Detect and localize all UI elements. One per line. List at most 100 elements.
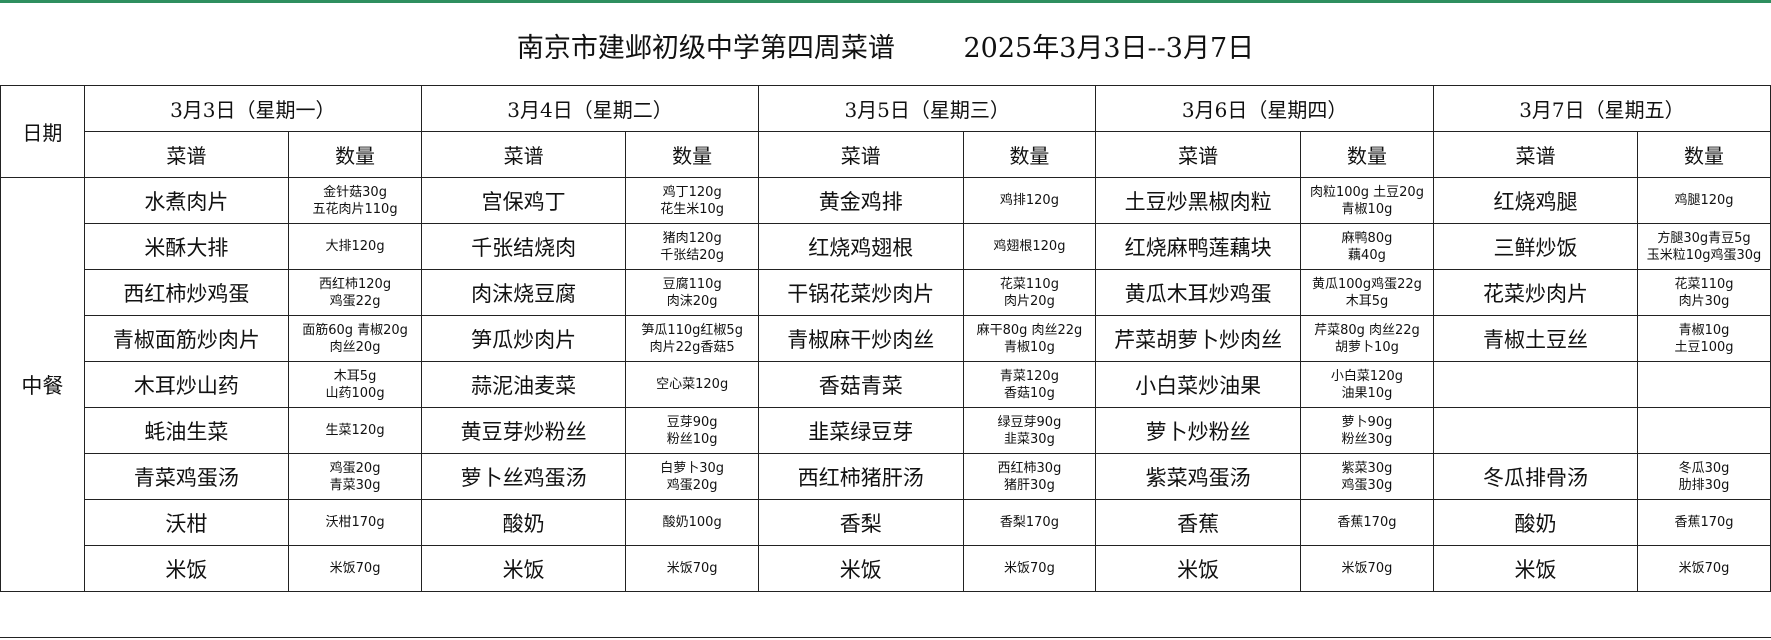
qty-line: 鸡排120g	[999, 193, 1059, 208]
dish-cell: 青菜鸡蛋汤	[83, 453, 290, 500]
qty-cell: 金针菇30g 五花肉片110g	[288, 177, 422, 224]
qty-line: 青菜30g	[329, 477, 381, 493]
qty-line: 米饭70g	[1678, 561, 1730, 576]
dish-cell: 酸奶	[1432, 499, 1639, 546]
qty-line: 麻干80g 肉丝22g	[976, 322, 1083, 338]
qty-line: 酸奶100g	[662, 515, 722, 530]
menu-row: 青椒面筋炒肉片 面筋60g 青椒20g 肉丝20g 笋瓜炒肉片 笋瓜110g红椒5g 肉片…	[1, 315, 1771, 362]
dish-cell: 青椒麻干炒肉丝	[758, 315, 964, 362]
qty-line: 青椒10g	[1678, 322, 1730, 338]
qty-cell: 面筋60g 青椒20g 肉丝20g	[288, 315, 422, 362]
qty-line: 西红柿30g	[997, 460, 1062, 476]
dish-cell: 红烧麻鸭莲藕块	[1095, 223, 1302, 270]
header-row-columns: 菜谱 数量 菜谱 数量 菜谱 数量 菜谱 数量 菜谱 数量	[1, 131, 1771, 178]
qty-cell: 麻鸭80g 藕40g	[1300, 223, 1434, 270]
qty-line: 猪肝30g	[1004, 477, 1055, 493]
qty-cell	[1637, 361, 1771, 408]
qty-line: 肉沫20g	[666, 293, 718, 309]
dish-cell: 米饭	[83, 545, 290, 592]
qty-cell: 沃柑170g	[288, 499, 422, 546]
qty-line: 粉丝10g	[666, 431, 718, 447]
qty-line: 米饭70g	[1341, 561, 1393, 576]
dish-cell: 酸奶	[420, 499, 627, 546]
qty-line: 方腿30g青豆5g	[1657, 230, 1751, 246]
dish-cell: 千张结烧肉	[420, 223, 627, 270]
qty-line: 小白菜120g	[1330, 368, 1403, 384]
qty-line: 空心菜120g	[656, 377, 729, 392]
qty-line: 笋瓜110g红椒5g	[641, 322, 743, 338]
qty-cell: 生菜120g	[288, 407, 422, 454]
qty-line: 面筋60g 青椒20g	[302, 322, 408, 338]
qty-line: 金针菇30g	[323, 184, 387, 200]
dish-cell: 西红柿炒鸡蛋	[83, 269, 290, 316]
dish-cell: 芹菜胡萝卜炒肉丝	[1095, 315, 1302, 362]
qty-cell: 酸奶100g	[625, 499, 760, 546]
qty-cell: 鸡翅根120g	[962, 223, 1097, 270]
dish-cell: 香菇青菜	[758, 361, 964, 408]
qty-cell: 肉粒100g 土豆20g 青椒10g	[1300, 177, 1434, 224]
dish-cell: 冬瓜排骨汤	[1432, 453, 1639, 500]
qty-line: 鸡翅根120g	[993, 239, 1066, 254]
dish-cell: 沃柑	[83, 499, 290, 546]
dish-cell: 黄瓜木耳炒鸡蛋	[1095, 269, 1302, 316]
qty-line: 西红柿120g	[319, 276, 392, 292]
qty-line: 鸡蛋20g	[329, 460, 381, 476]
qty-line: 米饭70g	[1004, 561, 1055, 576]
dish-cell: 米酥大排	[83, 223, 290, 270]
qty-line: 冬瓜30g	[1678, 460, 1730, 476]
dish-cell: 米饭	[1095, 545, 1302, 592]
qty-line: 藕40g	[1348, 247, 1386, 263]
qty-cell: 猪肉120g 千张结20g	[625, 223, 760, 270]
qty-cell: 黄瓜100g鸡蛋22g 木耳5g	[1300, 269, 1434, 316]
qty-cell: 芹菜80g 肉丝22g 胡萝卜10g	[1300, 315, 1434, 362]
dish-cell: 西红柿猪肝汤	[758, 453, 964, 500]
dish-cell: 笋瓜炒肉片	[420, 315, 627, 362]
menu-row: 米酥大排 大排120g 千张结烧肉 猪肉120g 千张结20g 红烧鸡翅根 鸡翅根120g 红…	[1, 223, 1771, 270]
qty-line: 花菜110g	[999, 276, 1059, 292]
qty-cell: 鸡排120g	[962, 177, 1097, 224]
qty-line: 大排120g	[325, 239, 385, 254]
qty-line: 土豆100g	[1674, 339, 1734, 355]
qty-cell: 米饭70g	[288, 545, 422, 592]
qty-line: 萝卜90g	[1341, 414, 1393, 430]
dish-column-header: 菜谱	[1095, 131, 1302, 178]
qty-line: 鸡蛋22g	[329, 293, 381, 309]
dish-cell: 紫菜鸡蛋汤	[1095, 453, 1302, 500]
qty-line: 豆芽90g	[666, 414, 718, 430]
qty-line: 白萝卜30g	[660, 460, 725, 476]
dish-cell: 萝卜炒粉丝	[1095, 407, 1302, 454]
dish-cell: 米饭	[1432, 545, 1639, 592]
qty-line: 米饭70g	[329, 561, 381, 576]
dish-cell: 红烧鸡翅根	[758, 223, 964, 270]
qty-line: 肉丝20g	[329, 339, 381, 355]
qty-line: 绿豆芽90g	[997, 414, 1062, 430]
qty-cell: 香蕉170g	[1637, 499, 1771, 546]
qty-line: 油果10g	[1341, 385, 1393, 401]
qty-cell: 米饭70g	[962, 545, 1097, 592]
qty-cell: 香梨170g	[962, 499, 1097, 546]
dish-cell: 韭菜绿豆芽	[758, 407, 964, 454]
qty-column-header: 数量	[1637, 131, 1771, 178]
menu-row: 木耳炒山药 木耳5g 山药100g 蒜泥油麦菜 空心菜120g 香菇青菜 青菜120g 香菇1…	[1, 361, 1771, 408]
meal-label: 中餐	[0, 177, 85, 592]
qty-line: 芹菜80g 肉丝22g	[1314, 322, 1420, 338]
qty-cell: 米饭70g	[1300, 545, 1434, 592]
menu-row: 青菜鸡蛋汤 鸡蛋20g 青菜30g 萝卜丝鸡蛋汤 白萝卜30g 鸡蛋20g 西红柿猪肝汤 西红…	[1, 453, 1771, 500]
qty-cell: 鸡腿120g	[1637, 177, 1771, 224]
qty-line: 肉片20g	[1004, 293, 1055, 309]
dish-cell: 香蕉	[1095, 499, 1302, 546]
qty-column-header: 数量	[1300, 131, 1434, 178]
qty-line: 五花肉片110g	[312, 201, 398, 217]
dish-cell: 蚝油生菜	[83, 407, 290, 454]
qty-line: 鸡蛋30g	[1341, 477, 1393, 493]
qty-column-header: 数量	[625, 131, 760, 178]
dish-column-header: 菜谱	[83, 131, 290, 178]
dish-cell: 花菜炒肉片	[1432, 269, 1639, 316]
qty-line: 花菜110g	[1674, 276, 1734, 292]
qty-cell: 冬瓜30g 肋排30g	[1637, 453, 1771, 500]
qty-cell: 豆芽90g 粉丝10g	[625, 407, 760, 454]
qty-line: 豆腐110g	[662, 276, 722, 292]
qty-cell: 西红柿30g 猪肝30g	[962, 453, 1097, 500]
qty-line: 肉粒100g 土豆20g	[1309, 184, 1424, 200]
page-title: 南京市建邺初级中学第四周菜谱 2025年3月3日--3月7日	[516, 33, 1255, 64]
